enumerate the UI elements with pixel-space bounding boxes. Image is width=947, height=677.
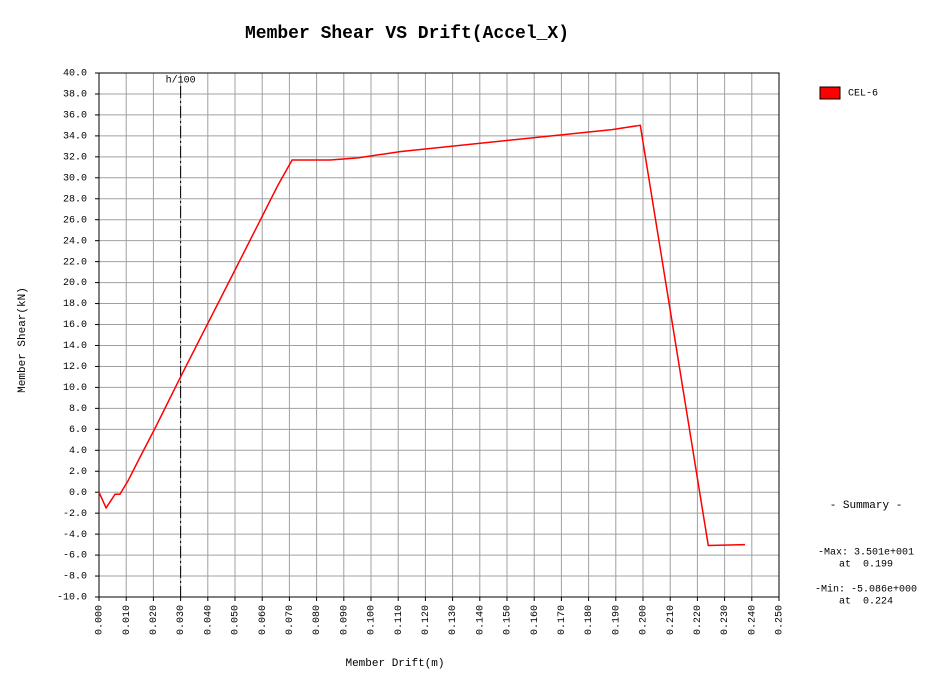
y-tick-label: -6.0 (63, 551, 87, 562)
x-tick-label: 0.140 (475, 605, 486, 635)
x-tick-label: 0.040 (203, 605, 214, 635)
x-tick-label: 0.050 (231, 605, 242, 635)
y-tick-label: 34.0 (63, 132, 87, 143)
y-tick-label: 16.0 (63, 320, 87, 331)
y-tick-label: -8.0 (63, 572, 87, 583)
y-tick-label: 12.0 (63, 362, 87, 373)
x-tick-label: 0.030 (176, 605, 187, 635)
x-tick-label: 0.180 (584, 605, 595, 635)
x-tick-label: 0.210 (666, 605, 677, 635)
summary-max: -Max: 3.501e+001 (818, 548, 914, 559)
x-tick-label: 0.120 (421, 605, 432, 635)
y-tick-label: 2.0 (69, 467, 87, 478)
y-tick-label: 28.0 (63, 194, 87, 205)
x-tick-label: 0.240 (747, 605, 758, 635)
x-tick-label: 0.150 (503, 605, 514, 635)
x-tick-label: 0.200 (639, 605, 650, 635)
y-tick-label: 10.0 (63, 383, 87, 394)
y-tick-label: 40.0 (63, 69, 87, 80)
y-tick-label: -4.0 (63, 530, 87, 541)
y-tick-label: -2.0 (63, 509, 87, 520)
x-tick-label: 0.100 (367, 605, 378, 635)
y-tick-label: 4.0 (69, 446, 87, 457)
summary-max-at: at 0.199 (839, 560, 893, 571)
x-tick-label: 0.190 (611, 605, 622, 635)
summary-min: -Min: -5.086e+000 (815, 584, 917, 596)
y-tick-label: 14.0 (63, 341, 87, 352)
x-tick-label: 0.090 (339, 605, 350, 635)
reference-label: h/100 (166, 75, 196, 87)
legend-label: CEL-6 (848, 89, 878, 100)
y-tick-label: 30.0 (63, 173, 87, 184)
y-tick-label: -10.0 (57, 593, 87, 604)
x-tick-label: 0.250 (775, 605, 786, 635)
y-tick-label: 22.0 (63, 257, 87, 268)
x-tick-label: 0.160 (530, 605, 541, 635)
y-tick-label: 18.0 (63, 299, 87, 310)
summary-title: - Summary - (830, 500, 903, 512)
x-tick-label: 0.130 (448, 605, 459, 635)
chart-title: Member Shear VS Drift(Accel_X) (245, 24, 569, 44)
x-tick-label: 0.010 (122, 605, 133, 635)
y-axis-label: Member Shear(kN) (17, 287, 29, 393)
y-tick-label: 32.0 (63, 152, 87, 163)
x-tick-label: 0.170 (557, 605, 568, 635)
y-tick-label: 6.0 (69, 425, 87, 436)
y-tick-label: 8.0 (69, 404, 87, 415)
x-tick-label: 0.070 (285, 605, 296, 635)
x-tick-label: 0.110 (394, 605, 405, 635)
x-tick-label: 0.000 (95, 605, 106, 635)
x-tick-label: 0.020 (149, 605, 160, 635)
y-tick-label: 0.0 (69, 488, 87, 499)
x-tick-label: 0.220 (693, 605, 704, 635)
x-tick-label: 0.080 (312, 605, 323, 635)
y-tick-label: 24.0 (63, 236, 87, 247)
y-tick-label: 38.0 (63, 90, 87, 101)
y-tick-label: 20.0 (63, 278, 87, 289)
y-tick-label: 26.0 (63, 215, 87, 226)
x-axis-label: Member Drift(m) (345, 658, 444, 670)
data-line (98, 124, 746, 547)
x-tick-label: 0.230 (720, 605, 731, 635)
summary-min-at: at 0.224 (839, 597, 893, 608)
y-tick-label: 36.0 (63, 111, 87, 122)
x-tick-label: 0.060 (258, 605, 269, 635)
legend-swatch (819, 86, 841, 100)
plot-border (98, 72, 780, 598)
